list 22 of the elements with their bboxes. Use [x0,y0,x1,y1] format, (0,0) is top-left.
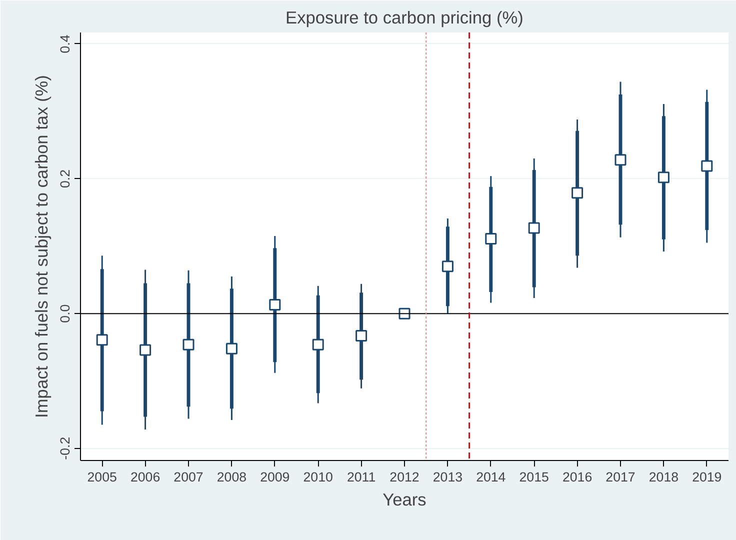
x-tick-label: 2013 [432,470,463,484]
x-tick-label: 2008 [216,470,247,484]
x-tick-label: 2009 [260,470,290,484]
x-tick-label: 2007 [174,470,204,484]
x-tick-label: 2005 [87,470,117,484]
x-tick-label: 2010 [303,470,333,484]
x-axis-title: Years [382,490,427,510]
x-tick-label: 2019 [692,470,722,484]
chart-title: Exposure to carbon pricing (%) [286,8,524,28]
y-tick-label: 0.4 [58,34,72,54]
x-tick-label: 2018 [648,470,679,484]
x-tick-label: 2011 [346,470,376,484]
y-tick-label: -0.2 [58,436,72,460]
x-tick-label: 2015 [519,470,549,484]
x-tick-label: 2017 [606,470,636,484]
x-tick-label: 2006 [130,470,160,484]
x-tick-label: 2012 [390,470,420,484]
y-axis-title: Impact on fuels not subject to carbon tax (%) [32,75,52,418]
x-tick-label: 2014 [476,470,506,484]
y-tick-label: 0.0 [58,304,72,323]
x-tick-label: 2016 [562,470,592,484]
y-tick-label: 0.2 [58,169,72,188]
